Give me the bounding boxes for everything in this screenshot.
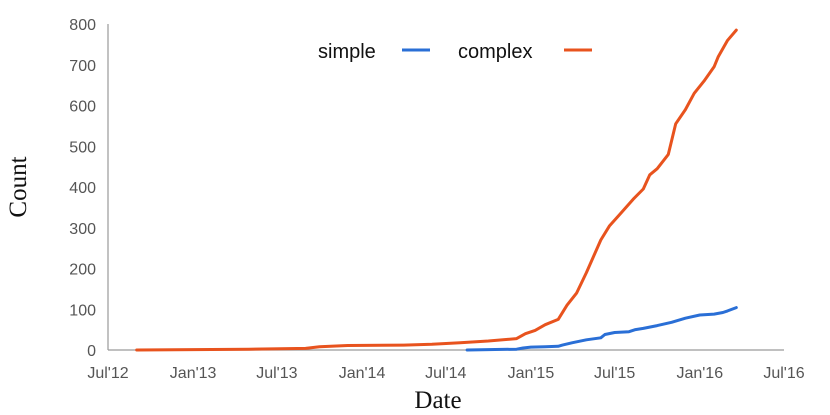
series-line-complex — [135, 28, 738, 352]
y-tick-label: 400 — [69, 180, 96, 197]
y-tick-label: 100 — [69, 302, 96, 319]
x-tick-label: Jul'12 — [87, 365, 128, 382]
x-tick-label: Jan'14 — [339, 365, 386, 382]
x-tick-labels: Jul'12 Jan'13 Jul'13 Jan'14 Jul'14 Jan'15 Jul'… — [87, 365, 804, 382]
series-line-simple — [465, 306, 738, 352]
y-axis-title: Count — [5, 156, 32, 217]
series-lines — [135, 28, 738, 352]
x-tick-label: Jan'13 — [170, 365, 217, 382]
x-tick-label: Jan'15 — [508, 365, 555, 382]
y-tick-label: 0 — [87, 343, 96, 360]
y-tick-label: 800 — [69, 17, 96, 34]
y-tick-label: 200 — [69, 262, 96, 279]
y-tick-labels: 0 100 200 300 400 500 600 700 800 — [69, 17, 96, 360]
x-tick-label: Jul'13 — [256, 365, 297, 382]
y-tick-label: 700 — [69, 58, 96, 75]
x-tick-label: Jul'15 — [594, 365, 635, 382]
legend: simple complex — [318, 41, 592, 63]
y-tick-label: 500 — [69, 139, 96, 156]
y-tick-label: 600 — [69, 99, 96, 116]
axes — [107, 24, 784, 351]
legend-label-complex: complex — [458, 41, 532, 63]
x-tick-label: Jan'16 — [676, 365, 723, 382]
legend-label-simple: simple — [318, 41, 376, 63]
x-tick-label: Jul'16 — [763, 365, 804, 382]
x-axis-title: Date — [414, 387, 461, 414]
x-tick-label: Jul'14 — [425, 365, 466, 382]
y-tick-label: 300 — [69, 221, 96, 238]
